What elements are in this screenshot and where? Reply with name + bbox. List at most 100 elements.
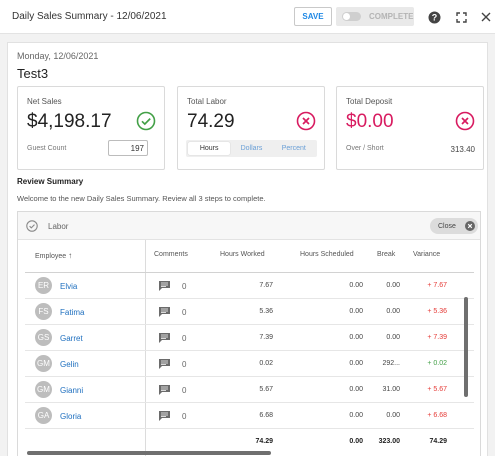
labor-unit-toggle: Hours Dollars Percent — [186, 140, 317, 157]
labor-table: Employee ↑ Comments Hours Worked Hours S… — [25, 240, 474, 456]
table-row: GA Gloria 0 6.68 0.00 0.00 + 6.68 — [25, 403, 474, 429]
variance-cell: + 7.39 — [427, 334, 447, 341]
fullscreen-icon[interactable] — [454, 10, 468, 24]
hours-worked-cell: 5.36 — [259, 308, 273, 315]
complete-label: COMPLETE — [369, 12, 414, 21]
net-sales-value: $4,198.17 — [27, 111, 112, 132]
review-summary-text: Welcome to the new Daily Sales Summary. … — [17, 194, 266, 203]
sort-arrow-up-icon: ↑ — [68, 251, 73, 260]
break-cell: 292... — [382, 360, 400, 367]
close-icon[interactable] — [479, 10, 493, 24]
comment-count: 0 — [182, 360, 187, 369]
table-row: GM Gelin 0 0.02 0.00 292... + 0.02 — [25, 351, 474, 377]
total-deposit-label: Total Deposit — [346, 97, 393, 106]
comment-count: 0 — [182, 334, 187, 343]
labor-close-button[interactable]: Close — [430, 218, 478, 234]
hours-worked-cell: 6.68 — [259, 412, 273, 419]
net-sales-label: Net Sales — [27, 97, 62, 106]
vertical-scrollbar[interactable] — [464, 297, 468, 397]
total-deposit-card: Total Deposit $0.00 Over / Short 313.40 — [336, 86, 484, 170]
avatar: ER — [35, 277, 52, 294]
table-row: ER Elvia 0 7.67 0.00 0.00 + 7.67 — [25, 273, 474, 299]
complete-button[interactable]: COMPLETE — [336, 7, 414, 26]
tab-hours[interactable]: Hours — [188, 142, 231, 155]
header-divider — [25, 272, 474, 273]
error-circle-icon — [296, 111, 316, 131]
over-short-label: Over / Short — [346, 145, 384, 152]
comment-count: 0 — [182, 282, 187, 291]
employee-name-link[interactable]: Gelin — [60, 360, 79, 369]
help-icon[interactable]: ? — [427, 10, 441, 24]
avatar: GM — [35, 355, 52, 372]
total-labor-value: 74.29 — [187, 111, 235, 132]
hours-scheduled-cell: 0.00 — [349, 386, 363, 393]
comment-icon[interactable] — [159, 307, 170, 317]
table-row: GS Garret 0 7.39 0.00 0.00 + 7.39 — [25, 325, 474, 351]
table-row: FS Fatima 0 5.36 0.00 0.00 + 5.36 — [25, 299, 474, 325]
comment-icon[interactable] — [159, 281, 170, 291]
break-cell: 0.00 — [386, 282, 400, 289]
break-cell: 31.00 — [382, 386, 400, 393]
hours-scheduled-cell: 0.00 — [349, 412, 363, 419]
avatar: GS — [35, 329, 52, 346]
comment-count: 0 — [182, 386, 187, 395]
total-deposit-value: $0.00 — [346, 111, 394, 132]
column-header-employee[interactable]: Employee ↑ — [35, 251, 72, 260]
error-circle-icon — [455, 111, 475, 131]
complete-toggle[interactable] — [342, 12, 361, 21]
summary-panel: Monday, 12/06/2021 Test3 Net Sales $4,19… — [7, 42, 488, 456]
guest-count-field[interactable]: 197 — [108, 140, 148, 156]
labor-header[interactable]: Labor Close — [18, 212, 480, 240]
total-break: 323.00 — [378, 438, 400, 445]
total-hours-scheduled: 0.00 — [349, 438, 363, 445]
employee-name-link[interactable]: Garret — [60, 334, 83, 343]
over-short-value: 313.40 — [450, 145, 475, 154]
hours-scheduled-cell: 0.00 — [349, 308, 363, 315]
break-cell: 0.00 — [386, 308, 400, 315]
hours-scheduled-cell: 0.00 — [349, 282, 363, 289]
comment-icon[interactable] — [159, 385, 170, 395]
hours-scheduled-cell: 0.00 — [349, 334, 363, 341]
tab-dollars[interactable]: Dollars — [240, 145, 263, 152]
hours-worked-cell: 7.39 — [259, 334, 273, 341]
column-divider — [145, 240, 146, 456]
break-cell: 0.00 — [386, 334, 400, 341]
employee-name-link[interactable]: Gianni — [60, 386, 84, 395]
avatar: FS — [35, 303, 52, 320]
total-hours-worked: 74.29 — [255, 438, 273, 445]
comment-icon[interactable] — [159, 411, 170, 421]
labor-title: Labor — [48, 222, 69, 231]
hours-worked-cell: 0.02 — [259, 360, 273, 367]
employee-name-link[interactable]: Gloria — [60, 412, 82, 421]
svg-text:?: ? — [431, 12, 437, 22]
close-circle-icon — [465, 221, 475, 231]
column-header-label: Employee — [35, 253, 67, 260]
hours-worked-cell: 7.67 — [259, 282, 273, 289]
close-label: Close — [438, 222, 456, 230]
horizontal-scrollbar[interactable] — [27, 451, 271, 455]
comment-icon[interactable] — [159, 333, 170, 343]
column-header-comments: Comments — [154, 251, 188, 258]
window-title: Daily Sales Summary - 12/06/2021 — [12, 11, 167, 22]
tab-percent[interactable]: Percent — [281, 145, 306, 152]
employee-name-link[interactable]: Fatima — [60, 308, 85, 317]
store-name: Test3 — [17, 66, 49, 81]
comment-icon[interactable] — [159, 359, 170, 369]
total-labor-label: Total Labor — [187, 97, 227, 106]
total-labor-card: Total Labor 74.29 Hours Dollars Percent — [177, 86, 325, 170]
column-header-variance: Variance — [413, 251, 441, 258]
variance-cell: + 5.36 — [427, 308, 447, 315]
comment-count: 0 — [182, 412, 187, 421]
avatar: GM — [35, 381, 52, 398]
total-variance: 74.29 — [429, 438, 447, 445]
avatar: GA — [35, 407, 52, 424]
variance-cell: + 7.67 — [427, 282, 447, 289]
comment-count: 0 — [182, 308, 187, 317]
save-button[interactable]: SAVE — [294, 7, 332, 26]
net-sales-card: Net Sales $4,198.17 Guest Count 197 — [17, 86, 165, 170]
guest-count-label: Guest Count — [27, 145, 67, 152]
break-cell: 0.00 — [386, 412, 400, 419]
variance-cell: + 5.67 — [427, 386, 447, 393]
column-header-hours-worked: Hours Worked — [220, 251, 265, 258]
employee-name-link[interactable]: Elvia — [60, 282, 78, 291]
